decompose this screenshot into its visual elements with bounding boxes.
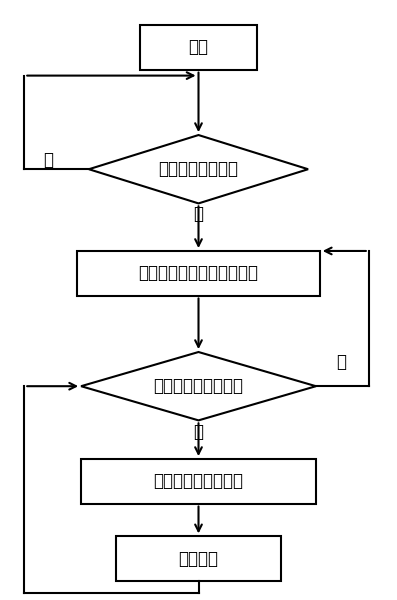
Bar (116, 536, 281, 581)
Text: 是: 是 (336, 353, 346, 371)
Text: 是: 是 (193, 205, 204, 223)
Text: 等待接受客户端数据: 等待接受客户端数据 (154, 472, 243, 490)
Polygon shape (89, 135, 308, 203)
Text: 是否有客户端接入: 是否有客户端接入 (158, 160, 239, 178)
Bar (81, 459, 316, 503)
Text: 建立同客户端通信的套接字: 建立同客户端通信的套接字 (139, 264, 258, 282)
Bar (77, 251, 320, 296)
Text: 开始: 开始 (189, 38, 208, 56)
Text: 数据处理: 数据处理 (179, 550, 218, 568)
Polygon shape (81, 352, 316, 421)
Bar (140, 25, 257, 70)
Text: 否: 否 (193, 423, 204, 441)
Text: 客户端是否断开连接: 客户端是否断开连接 (154, 377, 243, 395)
Text: 否: 否 (43, 151, 53, 169)
